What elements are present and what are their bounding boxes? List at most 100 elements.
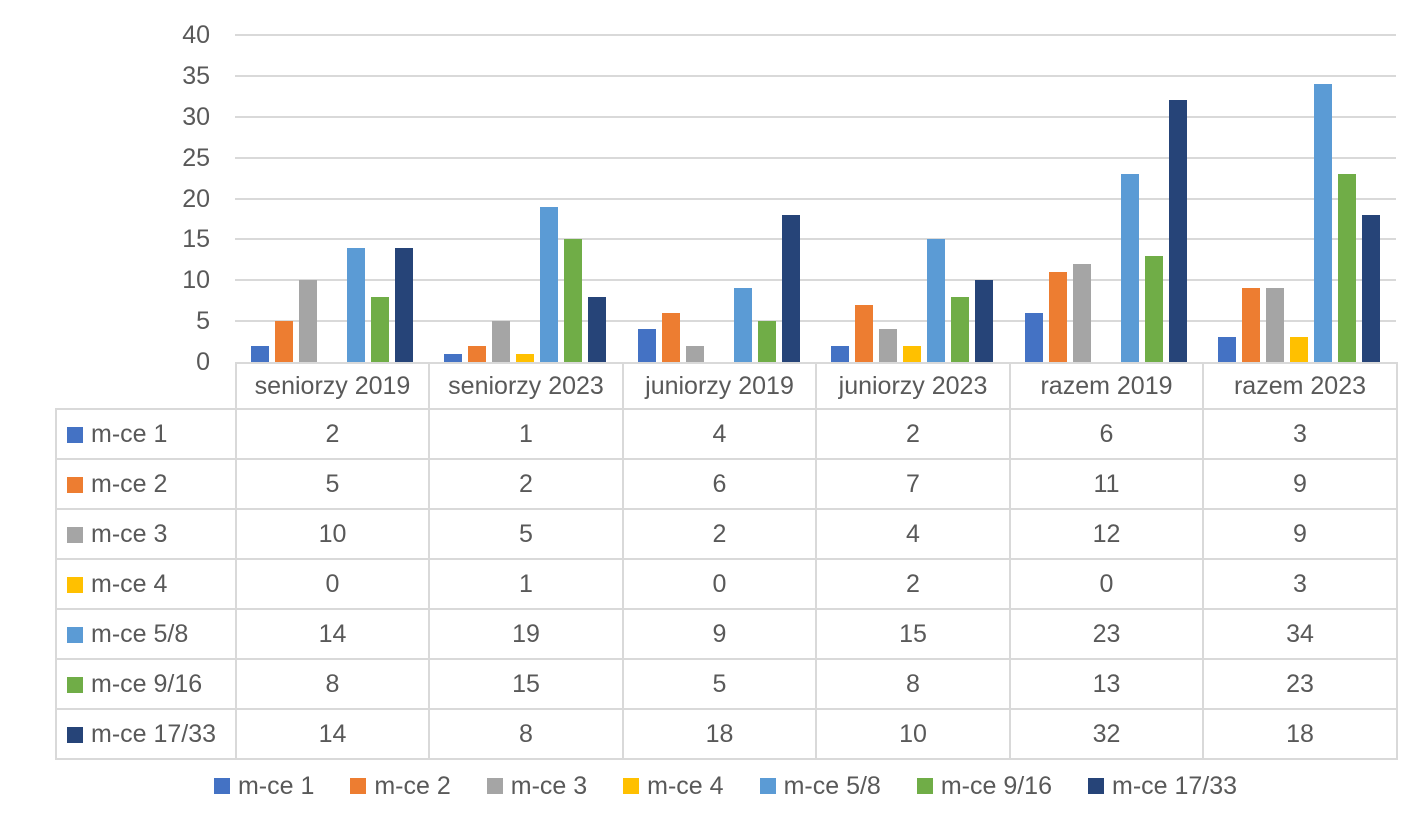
legend-item: m-ce 9/16 — [916, 772, 1052, 801]
table-cell-value: 8 — [815, 658, 1011, 710]
table-cell-value: 3 — [1202, 558, 1398, 610]
bar-group-6 — [1203, 35, 1397, 362]
series-row-header: m-ce 5/8 — [55, 608, 237, 660]
y-axis-tick-label: 10 — [182, 266, 210, 295]
table-cell-value: 12 — [1009, 508, 1204, 560]
series-key-icon — [67, 626, 83, 643]
table-cell-value: 6 — [1009, 408, 1204, 460]
category-header: juniorzy 2023 — [815, 362, 1011, 410]
legend-swatch-icon — [350, 778, 367, 794]
bar — [685, 346, 704, 362]
category-header: seniorzy 2019 — [235, 362, 430, 410]
series-key-icon — [67, 676, 83, 693]
legend-swatch-icon — [623, 778, 640, 794]
legend-swatch-icon — [916, 778, 933, 794]
bar — [1072, 264, 1091, 362]
bar — [346, 248, 365, 362]
table-cell-value: 1 — [428, 408, 624, 460]
bar — [951, 297, 970, 362]
y-axis-tick-label: 40 — [182, 21, 210, 49]
bar — [298, 280, 317, 362]
bar — [1120, 174, 1139, 362]
table-cell-value: 9 — [1202, 508, 1398, 560]
legend-swatch-icon — [759, 778, 776, 794]
bar — [733, 288, 752, 362]
table-cell-value: 18 — [622, 708, 817, 760]
bar — [468, 346, 487, 362]
y-axis-tick-label: 20 — [182, 184, 210, 213]
series-key-icon — [67, 476, 83, 493]
bar — [250, 346, 269, 362]
gridline — [235, 34, 1396, 36]
table-row: m-ce 5/8 14 19 9 15 23 34 — [55, 608, 1398, 660]
table-corner-blank — [56, 363, 236, 409]
table-cell-value: 23 — [1202, 658, 1398, 710]
bar — [1266, 288, 1285, 362]
table-cell-value: 7 — [815, 458, 1011, 510]
bar-group-1 — [235, 35, 429, 362]
table-cell-value: 4 — [622, 408, 817, 460]
table-cell-value: 2 — [428, 458, 624, 510]
bar — [855, 305, 874, 362]
table-cell-value: 9 — [1202, 458, 1398, 510]
bar — [540, 207, 559, 362]
bar — [492, 321, 511, 362]
table-cell-value: 14 — [235, 608, 430, 660]
legend-swatch-icon — [1088, 778, 1104, 794]
series-row-header: m-ce 9/16 — [55, 658, 237, 710]
category-header: juniorzy 2019 — [622, 362, 817, 410]
y-axis-tick-label: 5 — [196, 307, 210, 336]
bar — [927, 239, 946, 362]
bar — [1144, 256, 1163, 362]
legend-item: m-ce 17/33 — [1088, 772, 1237, 801]
series-row-header: m-ce 4 — [55, 558, 237, 610]
table-row: m-ce 2 5 2 6 7 11 9 — [55, 458, 1398, 510]
plot-area: 0 5 10 15 20 25 30 35 40 — [0, 0, 1428, 376]
table-cell-value: 5 — [235, 458, 430, 510]
table-cell-value: 10 — [815, 708, 1011, 760]
table-cell-value: 13 — [1009, 658, 1204, 710]
bar — [516, 354, 535, 362]
legend-label: m-ce 2 — [374, 771, 451, 800]
legend-label: m-ce 1 — [237, 771, 315, 800]
bar-group-3 — [622, 35, 816, 362]
table-cell-value: 0 — [1009, 558, 1204, 610]
table-cell-value: 10 — [235, 508, 430, 560]
legend-item: m-ce 2 — [350, 771, 451, 801]
bar — [781, 215, 800, 362]
y-axis-tick-label: 15 — [182, 225, 210, 254]
bar — [831, 346, 850, 362]
bar — [975, 280, 994, 362]
bar — [1338, 174, 1357, 362]
legend-label: m-ce 3 — [510, 771, 588, 800]
data-table: seniorzy 2019 seniorzy 2023 juniorzy 2019 j… — [55, 362, 1398, 760]
table-cell-value: 11 — [1009, 458, 1204, 510]
legend-label: m-ce 4 — [647, 771, 724, 800]
bar — [1218, 337, 1237, 362]
bar — [1242, 288, 1261, 362]
legend-item: m-ce 4 — [623, 771, 724, 801]
gridline — [235, 320, 1396, 323]
table-cell-value: 15 — [428, 658, 624, 710]
table-cell-value: 34 — [1202, 608, 1398, 660]
bar — [588, 297, 607, 362]
table-cell-value: 5 — [428, 508, 624, 560]
table-cell-value: 1 — [428, 558, 624, 610]
table-header-row: seniorzy 2019 seniorzy 2023 juniorzy 2019 j… — [56, 362, 1398, 410]
bar — [903, 346, 922, 362]
table-cell-value: 8 — [235, 658, 430, 710]
bar — [444, 354, 463, 362]
category-header: seniorzy 2023 — [428, 362, 624, 410]
legend-label: m-ce 5/8 — [783, 771, 881, 800]
category-header: razem 2023 — [1202, 362, 1398, 410]
bar — [1314, 84, 1333, 362]
y-axis-tick-label: 30 — [182, 102, 210, 131]
table-cell-value: 32 — [1009, 708, 1204, 760]
bar — [564, 239, 583, 362]
table-row: m-ce 9/16 8 15 5 8 13 23 — [55, 658, 1398, 710]
bar-group-4 — [816, 35, 1010, 362]
gridline — [235, 115, 1396, 118]
table-cell-value: 19 — [428, 608, 624, 660]
